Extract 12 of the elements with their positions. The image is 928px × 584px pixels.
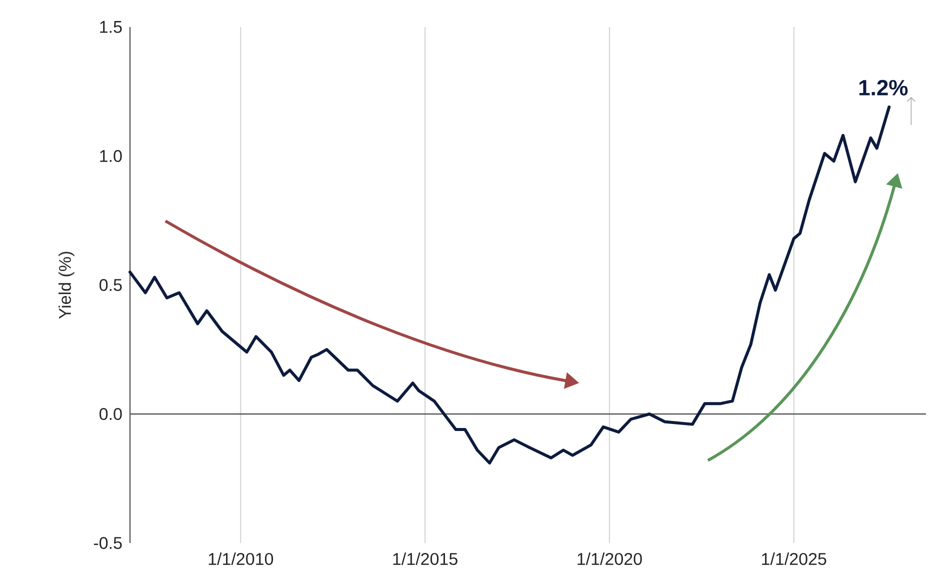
line-series (128, 105, 891, 465)
y-tick-label: -0.5 (94, 536, 122, 550)
annotation: 1.2% (859, 80, 908, 96)
x-tick-label: 1/1/2015 (393, 552, 458, 566)
x-tick-label: 1/1/2025 (762, 552, 826, 566)
y-tick-label: 0.5 (100, 278, 122, 292)
x-tick-label: 1/1/2010 (208, 552, 274, 566)
y-tick-label: 0.0 (100, 408, 122, 420)
y-tick-label: 1.5 (100, 21, 122, 33)
y-tick-label: 1.0 (100, 150, 122, 162)
y-axis-title: Yield (%) (58, 252, 74, 319)
x-tick-label: 1/1/2020 (578, 552, 642, 566)
